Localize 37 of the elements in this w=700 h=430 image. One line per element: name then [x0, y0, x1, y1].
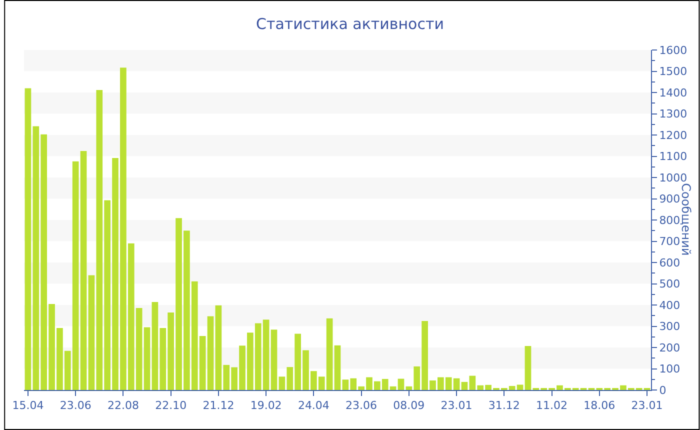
x-tick-label: 11.02 — [536, 399, 568, 412]
y-tick-label: 1200 — [659, 128, 688, 142]
chart-title: Статистика активности — [256, 14, 444, 33]
bar — [270, 330, 278, 390]
y-tick-label: 100 — [659, 362, 680, 376]
y-tick-label: 200 — [659, 341, 680, 354]
x-tick-label: 22.10 — [155, 399, 187, 412]
y-tick-label: 700 — [659, 235, 680, 248]
x-tick-label: 08.09 — [393, 399, 425, 412]
x-tick-label: 22.08 — [107, 399, 139, 412]
x-tick-label: 21.12 — [202, 399, 234, 412]
x-tick-label: 18.06 — [584, 399, 616, 412]
x-tick-label: 23.06 — [346, 399, 378, 412]
y-tick-label: 0 — [659, 384, 666, 397]
x-tick-label: 23.06 — [60, 399, 92, 412]
bar — [461, 382, 468, 390]
y-axis-title: Сообщений — [678, 183, 693, 256]
x-tick-label: 19.02 — [250, 399, 282, 412]
y-tick-label: 900 — [659, 192, 680, 206]
y-tick-label: 1300 — [659, 108, 688, 121]
y-tick-label: 1600 — [659, 44, 688, 57]
x-tick-label: 23.01 — [440, 399, 472, 412]
x-tick-label: 15.04 — [12, 399, 44, 412]
x-tick-label: 24.04 — [298, 399, 330, 412]
y-tick-label: 1000 — [659, 171, 688, 184]
y-tick-label: 800 — [659, 214, 680, 227]
y-tick-label: 600 — [659, 256, 680, 270]
y-tick-label: 500 — [659, 278, 680, 291]
y-tick-label: 1100 — [659, 150, 688, 164]
x-tick-label: 23.01 — [631, 399, 663, 412]
bar — [398, 378, 404, 390]
y-tick-label: 400 — [659, 298, 680, 312]
y-tick-label: 1400 — [659, 86, 688, 100]
bar — [334, 345, 341, 390]
y-tick-label: 1500 — [659, 65, 688, 78]
y-tick-label: 300 — [659, 320, 680, 334]
x-tick-label: 31.12 — [488, 399, 520, 412]
